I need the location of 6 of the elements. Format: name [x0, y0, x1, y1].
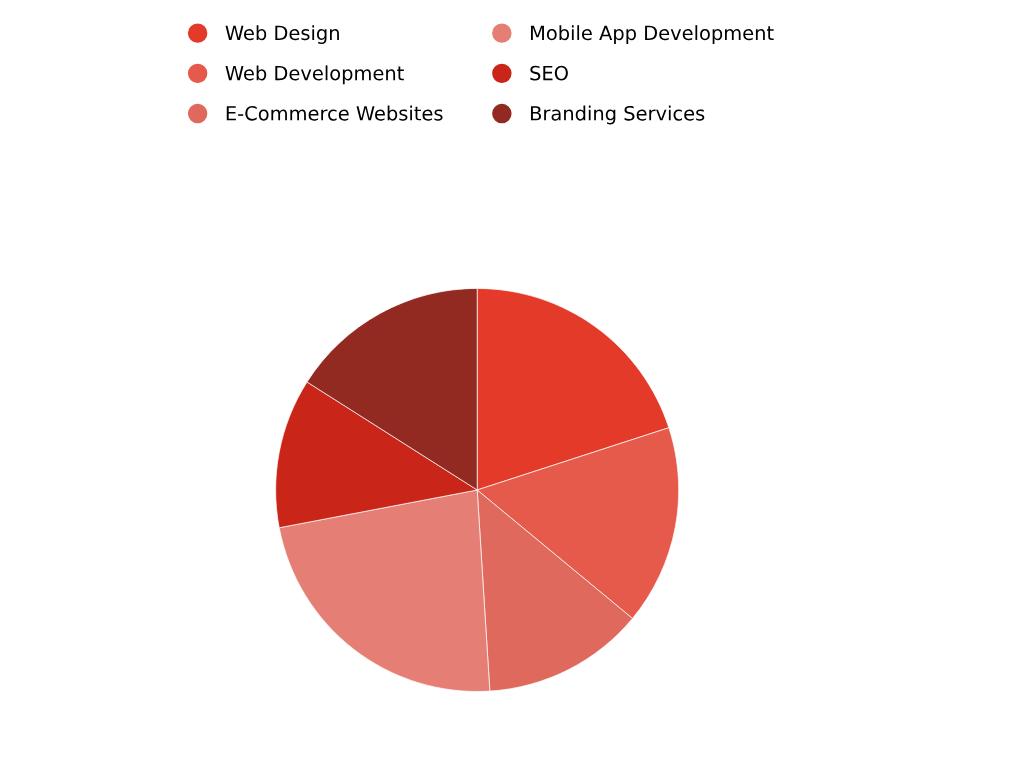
- legend-label: Web Development: [225, 65, 404, 85]
- legend-label: Web Design: [225, 25, 339, 44]
- legend-label: SEO: [530, 65, 568, 81]
- legend-label: Branding Services: [530, 105, 705, 125]
- legend-label: Mobile App Development: [530, 25, 774, 44]
- legend-label: E-Commerce Websites: [226, 105, 443, 121]
